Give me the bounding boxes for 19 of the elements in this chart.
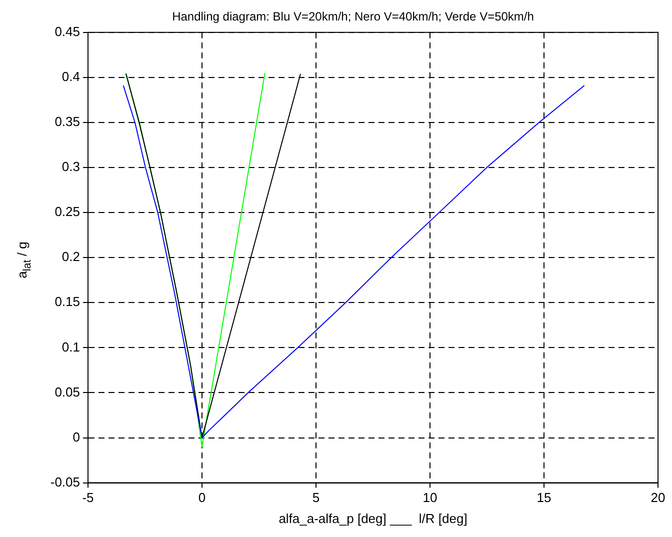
- y-tick-label: 0.35: [54, 114, 80, 130]
- x-tick-label: 15: [536, 490, 552, 506]
- y-tick-label: 0.2: [62, 249, 80, 264]
- x-axis-title: alfa_a-alfa_p [deg] ___ l/R [deg]: [278, 510, 468, 526]
- y-tick-label: 0.45: [54, 24, 80, 39]
- y-tick-label: 0: [72, 429, 80, 444]
- x-tick-label: 5: [312, 490, 320, 506]
- y-tick-label: 0.25: [54, 204, 80, 220]
- x-tick-label: -5: [82, 490, 94, 506]
- y-tick-label: -0.05: [50, 474, 80, 490]
- chart-title: Handling diagram: Blu V=20km/h; Nero V=40km/h; Verde V=50km/h: [172, 10, 534, 24]
- x-tick-label: 10: [422, 490, 438, 506]
- x-tick-label: 0: [198, 490, 206, 506]
- y-tick-label: 0.05: [54, 384, 80, 400]
- y-tick-label: 0.3: [62, 159, 80, 174]
- x-tick-label: 20: [650, 490, 666, 506]
- y-tick-label: 0.4: [62, 69, 80, 84]
- y-tick-label: 0.15: [54, 294, 80, 310]
- y-tick-label: 0.1: [62, 339, 80, 354]
